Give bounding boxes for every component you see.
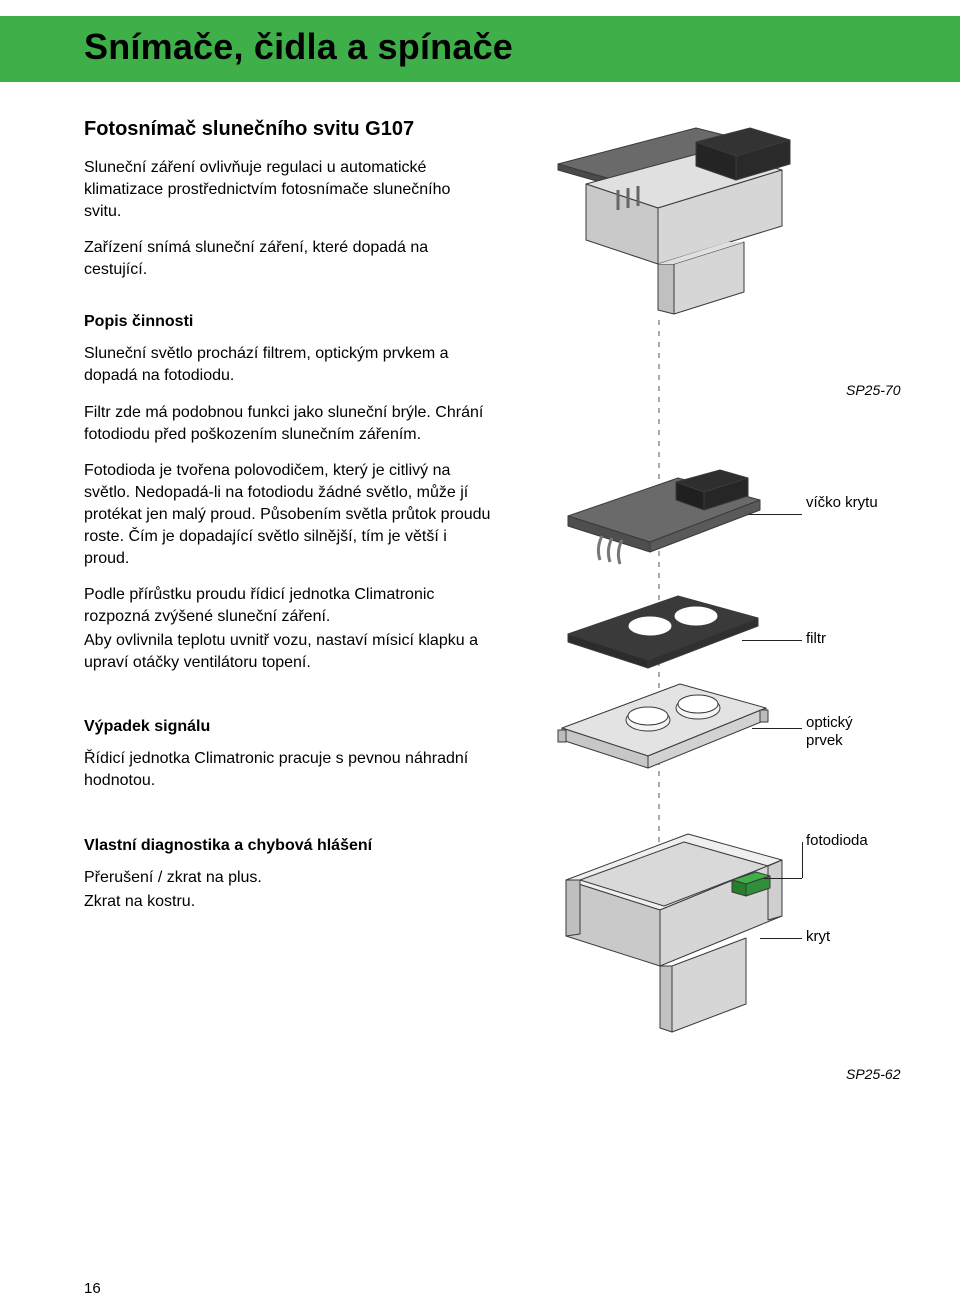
diag-paragraph-2: Zkrat na kostru.	[84, 891, 492, 913]
label-vicko: víčko krytu	[806, 494, 878, 512]
intro-paragraph-1: Sluneční záření ovlivňuje regulaci u aut…	[84, 157, 492, 223]
popis-paragraph-3: Fotodioda je tvořena polovodičem, který …	[84, 460, 492, 570]
filter-icon	[558, 586, 764, 682]
housing-icon	[546, 818, 802, 1048]
section-title: Fotosnímač slunečního svitu G107	[84, 118, 492, 141]
left-column: Fotosnímač slunečního svitu G107 Slunečn…	[84, 118, 492, 1118]
label-kryt: kryt	[806, 928, 830, 946]
leader-fotodioda-v	[802, 842, 803, 878]
popis-paragraph-1: Sluneční světlo prochází filtrem, optick…	[84, 343, 492, 387]
leader-fotodioda	[764, 878, 802, 879]
popis-paragraph-4: Podle přírůstku proudu řídicí jednotka C…	[84, 584, 492, 628]
intro-paragraph-2: Zařízení snímá sluneční záření, které do…	[84, 237, 492, 281]
vypadek-paragraph: Řídicí jednotka Climatronic pracuje s pe…	[84, 748, 492, 792]
leader-filtr	[742, 640, 802, 641]
optical-element-icon	[552, 674, 772, 794]
label-fotodioda: fotodioda	[806, 832, 868, 850]
leader-vicko	[748, 514, 802, 515]
popis-heading: Popis činnosti	[84, 313, 492, 331]
section-intro: Fotosnímač slunečního svitu G107 Slunečn…	[84, 118, 492, 281]
leader-kryt	[760, 938, 802, 939]
section-diagnostika: Vlastní diagnostika a chybová hlášení Př…	[84, 837, 492, 913]
page-number: 16	[84, 1280, 101, 1297]
content: Fotosnímač slunečního svitu G107 Slunečn…	[0, 82, 960, 1118]
leader-opticky	[752, 728, 802, 729]
diag-paragraph-1: Přerušení / zkrat na plus.	[84, 867, 492, 889]
diag-heading: Vlastní diagnostika a chybová hlášení	[84, 837, 492, 855]
section-vypadek: Výpadek signálu Řídicí jednotka Climatro…	[84, 718, 492, 792]
figure-code-bottom: SP25-62	[846, 1066, 900, 1083]
popis-paragraph-5: Aby ovlivnila teplotu uvnitř vozu, nasta…	[84, 630, 492, 674]
label-opticky: optický prvek	[806, 714, 886, 750]
figure-code-top: SP25-70	[846, 382, 900, 399]
lid-icon	[556, 466, 766, 586]
right-column: SP25-70	[516, 118, 920, 1118]
label-filtr: filtr	[806, 630, 826, 648]
section-popis: Popis činnosti Sluneční světlo prochází …	[84, 313, 492, 674]
vypadek-heading: Výpadek signálu	[84, 718, 492, 736]
popis-paragraph-2: Filtr zde má podobnou funkci jako sluneč…	[84, 402, 492, 446]
title-bar: Snímače, čidla a spínače	[0, 16, 960, 82]
page: Snímače, čidla a spínače Fotosnímač slun…	[0, 16, 960, 1315]
assembled-unit-icon	[546, 118, 806, 328]
exploded-figure: SP25-70	[516, 118, 920, 1118]
page-title: Snímače, čidla a spínače	[84, 26, 960, 68]
